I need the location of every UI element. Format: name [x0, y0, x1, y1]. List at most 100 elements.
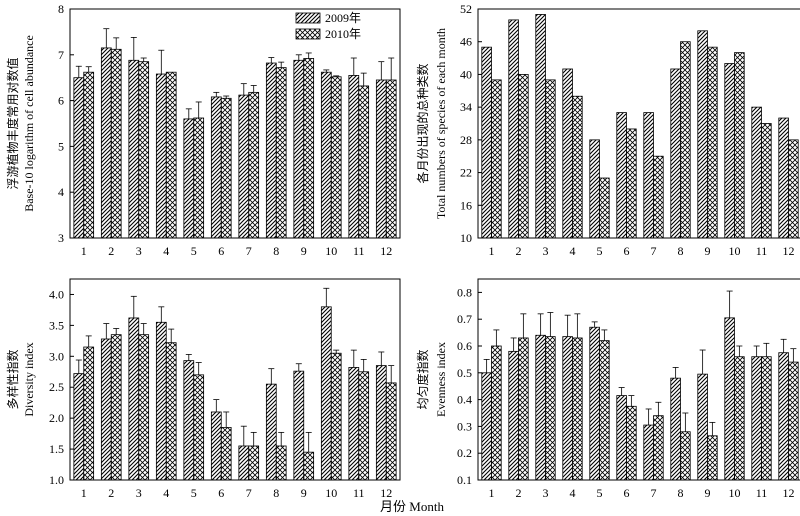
bar-2009-month-2: [100, 338, 112, 481]
x-tick-label: 9: [705, 244, 711, 258]
bar-2010-month-10: [330, 76, 342, 239]
bar-2010-month-2: [518, 337, 529, 481]
bar-2010-month-8: [275, 67, 287, 239]
bar-2009-month-6: [616, 395, 627, 481]
y-axis-title-cn: 浮游植物丰度常用对数值: [5, 57, 20, 189]
bar-2010-month-1: [83, 346, 95, 481]
bar-2010-month-8: [680, 41, 691, 239]
bar-2010-month-8: [275, 445, 287, 481]
bar-2010-month-3: [545, 79, 556, 239]
bar-2009-month-12: [778, 117, 789, 239]
y-tick-label: 5: [58, 139, 64, 153]
y-axis-title-en: Evenness index: [434, 342, 448, 417]
y-axis-title-en: Base-10 logarithm of cell abundance: [22, 35, 36, 212]
y-tick-label: 10: [460, 231, 472, 245]
bar-2010-month-12: [788, 139, 799, 239]
bar-2010-month-12: [788, 361, 799, 481]
bar-2010-month-5: [193, 117, 205, 239]
x-tick-label: 3: [136, 486, 142, 500]
legend-swatch-2010: [295, 28, 321, 40]
y-axis-title-cn: 均匀度指数: [415, 349, 430, 409]
y-tick-label: 3.0: [49, 349, 64, 363]
bar-2010-month-1: [83, 71, 95, 239]
x-tick-label: 1: [489, 486, 495, 500]
bar-2010-month-3: [545, 336, 556, 481]
bar-2010-month-5: [599, 340, 610, 481]
bar-2009-month-11: [751, 356, 762, 481]
bar-2009-month-9: [697, 373, 708, 481]
x-tick-label: 8: [678, 486, 684, 500]
x-tick-label: 10: [729, 486, 741, 500]
y-tick-label: 28: [460, 133, 472, 147]
x-tick-label: 9: [301, 244, 307, 258]
x-axis-title: 月份 Month: [380, 499, 444, 514]
bar-2010-month-6: [626, 405, 637, 481]
y-tick-label: 40: [460, 67, 472, 81]
x-tick-label: 10: [729, 244, 741, 258]
x-tick-label: 7: [651, 486, 657, 500]
bar-2010-month-9: [303, 451, 315, 481]
y-axis-title-en: Total numbers of species of each month: [434, 28, 448, 219]
bar-2009-month-3: [128, 317, 140, 481]
y-tick-label: 1.5: [49, 442, 64, 456]
x-tick-label: 9: [705, 486, 711, 500]
bar-2009-month-8: [265, 383, 277, 481]
bar-2009-month-10: [320, 71, 332, 239]
bar-2009-month-6: [616, 112, 627, 239]
plot-frame: [69, 278, 401, 481]
plot-frame: [477, 8, 800, 239]
y-tick-label: 3: [58, 231, 64, 245]
x-tick-label: 6: [218, 486, 224, 500]
y-axis-title-cn: 多样性指数: [5, 349, 20, 409]
bar-2009-month-2: [508, 350, 519, 481]
bar-2009-month-3: [535, 334, 546, 481]
bar-2009-month-12: [375, 79, 387, 239]
x-tick-label: 2: [108, 486, 114, 500]
y-axis-title-cn: 各月份出现的总种类数: [415, 63, 430, 183]
x-tick-label: 1: [81, 486, 87, 500]
x-tick-label: 3: [543, 244, 549, 258]
x-tick-label: 1: [489, 244, 495, 258]
legend-label-2009: 2009年: [325, 11, 361, 25]
y-tick-label: 0.6: [457, 339, 472, 353]
y-tick-label: 0.5: [457, 366, 472, 380]
x-tick-label: 11: [756, 244, 768, 258]
y-tick-label: 16: [460, 198, 472, 212]
bar-2009-month-8: [670, 377, 681, 481]
bar-2010-month-1: [491, 345, 502, 481]
y-tick-label: 22: [460, 166, 472, 180]
x-tick-label: 4: [163, 244, 169, 258]
bar-2010-month-9: [303, 58, 315, 239]
y-tick-label: 52: [460, 2, 472, 16]
bar-2009-month-10: [724, 317, 735, 481]
bar-2010-month-7: [653, 415, 664, 481]
bar-2010-month-9: [707, 46, 718, 239]
x-tick-label: 4: [570, 486, 576, 500]
y-tick-label: 34: [460, 100, 472, 114]
y-tick-label: 2.0: [49, 411, 64, 425]
bar-2009-month-7: [643, 112, 654, 239]
bar-2009-month-11: [751, 106, 762, 239]
bar-2010-month-10: [734, 356, 745, 481]
bar-2009-month-12: [778, 352, 789, 481]
bar-2010-month-6: [626, 128, 637, 239]
bar-2010-month-2: [518, 74, 529, 239]
bar-2010-month-10: [330, 352, 342, 481]
y-tick-label: 7: [58, 48, 64, 62]
y-tick-label: 1.0: [49, 473, 64, 487]
bar-2010-month-10: [734, 52, 745, 239]
y-tick-label: 0.3: [457, 419, 472, 433]
x-tick-label: 9: [301, 486, 307, 500]
bar-2009-month-2: [508, 19, 519, 239]
bar-2009-month-4: [562, 336, 573, 481]
bar-2009-month-10: [320, 306, 332, 481]
y-tick-label: 0.7: [457, 312, 472, 326]
x-tick-label: 2: [516, 244, 522, 258]
bar-2010-month-3: [138, 334, 150, 481]
x-tick-label: 8: [678, 244, 684, 258]
bar-2010-month-8: [680, 431, 691, 481]
bar-2010-month-4: [572, 95, 583, 239]
x-tick-label: 7: [651, 244, 657, 258]
